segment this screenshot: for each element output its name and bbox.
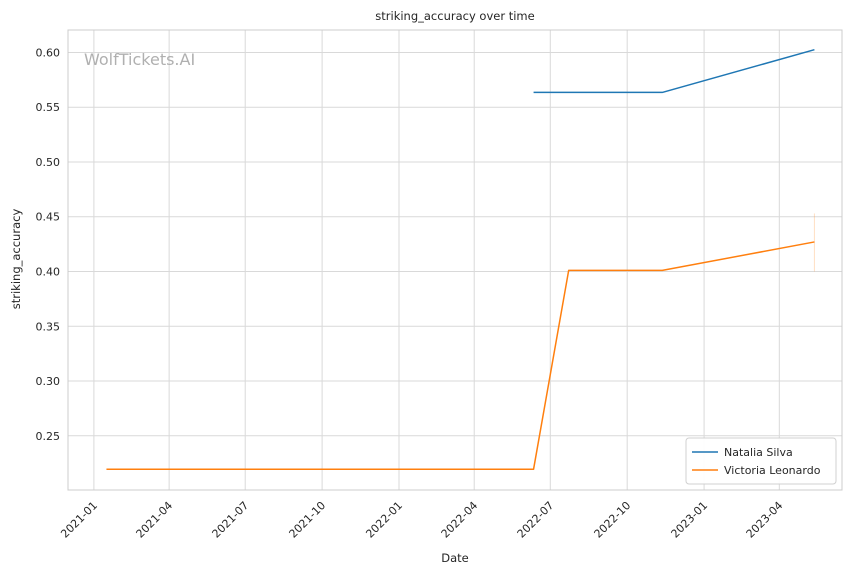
- plot-frame: [67, 29, 843, 491]
- y-tick-label: 0.30: [36, 375, 61, 388]
- y-tick-label: 0.40: [36, 266, 61, 279]
- x-axis-label: Date: [441, 551, 469, 565]
- y-tick-label: 0.55: [36, 101, 61, 114]
- legend-box: [685, 437, 837, 485]
- y-tick-label: 0.50: [36, 156, 61, 169]
- watermark: WolfTickets.AI: [84, 50, 195, 69]
- y-tick-label: 0.25: [36, 430, 61, 443]
- y-axis-label: striking_accuracy: [9, 209, 23, 310]
- series-line-1: [533, 48, 815, 94]
- legend-entry-label: Natalia Silva: [724, 446, 793, 459]
- y-axis-ticks: 0.25 0.30 0.35 0.40 0.45 0.50 0.55 0.60: [36, 46, 61, 442]
- y-tick-label: 0.35: [36, 320, 61, 333]
- plot-area-border: [67, 29, 843, 491]
- grid: [68, 30, 842, 490]
- y-tick-label: 0.45: [36, 211, 61, 224]
- series-line-2: [106, 241, 815, 470]
- chart-title: striking_accuracy over time: [375, 9, 534, 23]
- legend-entry-label: Victoria Leonardo: [724, 464, 821, 477]
- series-lines: [106, 48, 815, 470]
- y-tick-label: 0.60: [36, 46, 61, 59]
- legend: Natalia Silva Victoria Leonardo: [685, 437, 837, 485]
